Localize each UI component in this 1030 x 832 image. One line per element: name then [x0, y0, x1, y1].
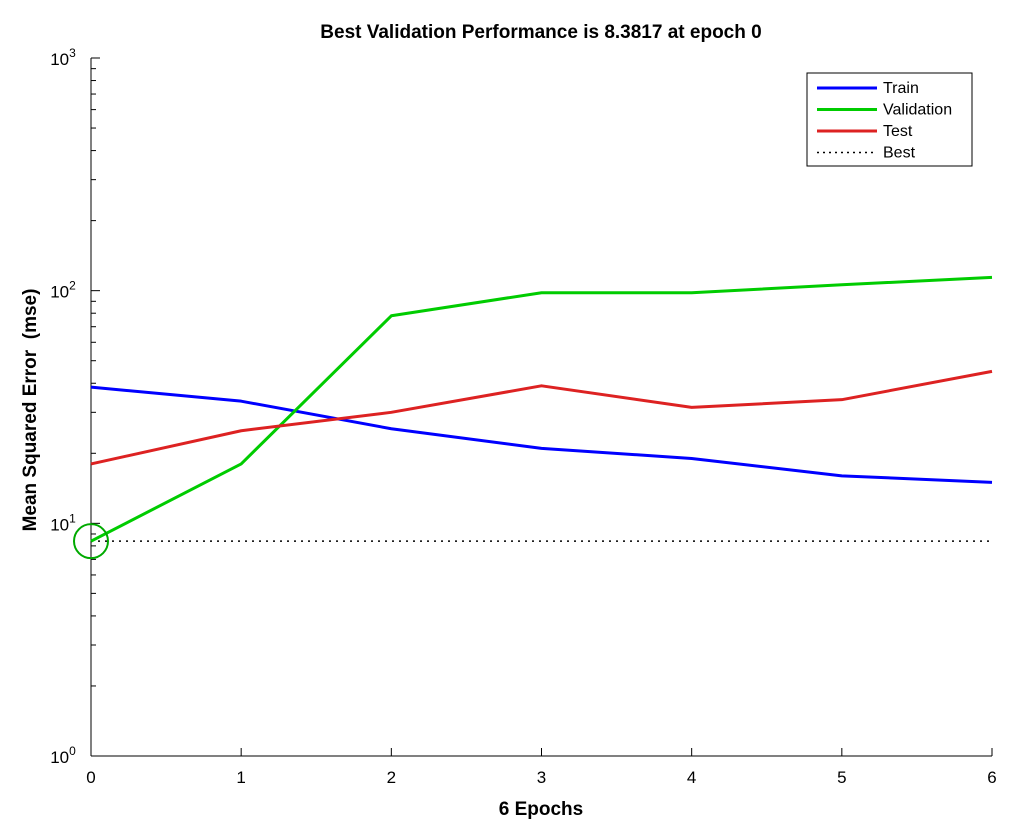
x-tick-label: 4: [687, 768, 696, 787]
y-tick-label: 100: [50, 744, 76, 767]
train-series-line: [90, 385, 993, 484]
x-axis-label: 6 Epochs: [499, 799, 583, 820]
test-series-line: [90, 369, 993, 466]
x-tick-label: 1: [236, 768, 245, 787]
axes: 0 1 2 3 4 5 6 100 101 102 103: [50, 46, 997, 787]
series-lines: [73, 275, 993, 560]
best-epoch-marker: [73, 523, 109, 560]
x-tick-label: 2: [387, 768, 396, 787]
x-tick-label: 5: [837, 768, 846, 787]
legend-label-best: Best: [883, 145, 916, 162]
y-axis-label: Mean Squared Error (mse): [20, 289, 41, 532]
legend: Train Validation Test Best: [806, 72, 973, 167]
legend-label-validation: Validation: [883, 102, 952, 119]
chart-title: Best Validation Performance is 8.3817 at…: [320, 22, 761, 43]
y-tick-label: 102: [50, 279, 76, 302]
y-tick-label: 101: [50, 511, 76, 534]
legend-label-train: Train: [883, 80, 919, 97]
y-tick-label: 103: [50, 46, 76, 69]
validation-series-line: [90, 275, 993, 543]
legend-label-test: Test: [883, 123, 913, 140]
x-tick-label: 6: [987, 768, 996, 787]
x-tick-label: 3: [537, 768, 546, 787]
x-tick-label: 0: [86, 768, 95, 787]
